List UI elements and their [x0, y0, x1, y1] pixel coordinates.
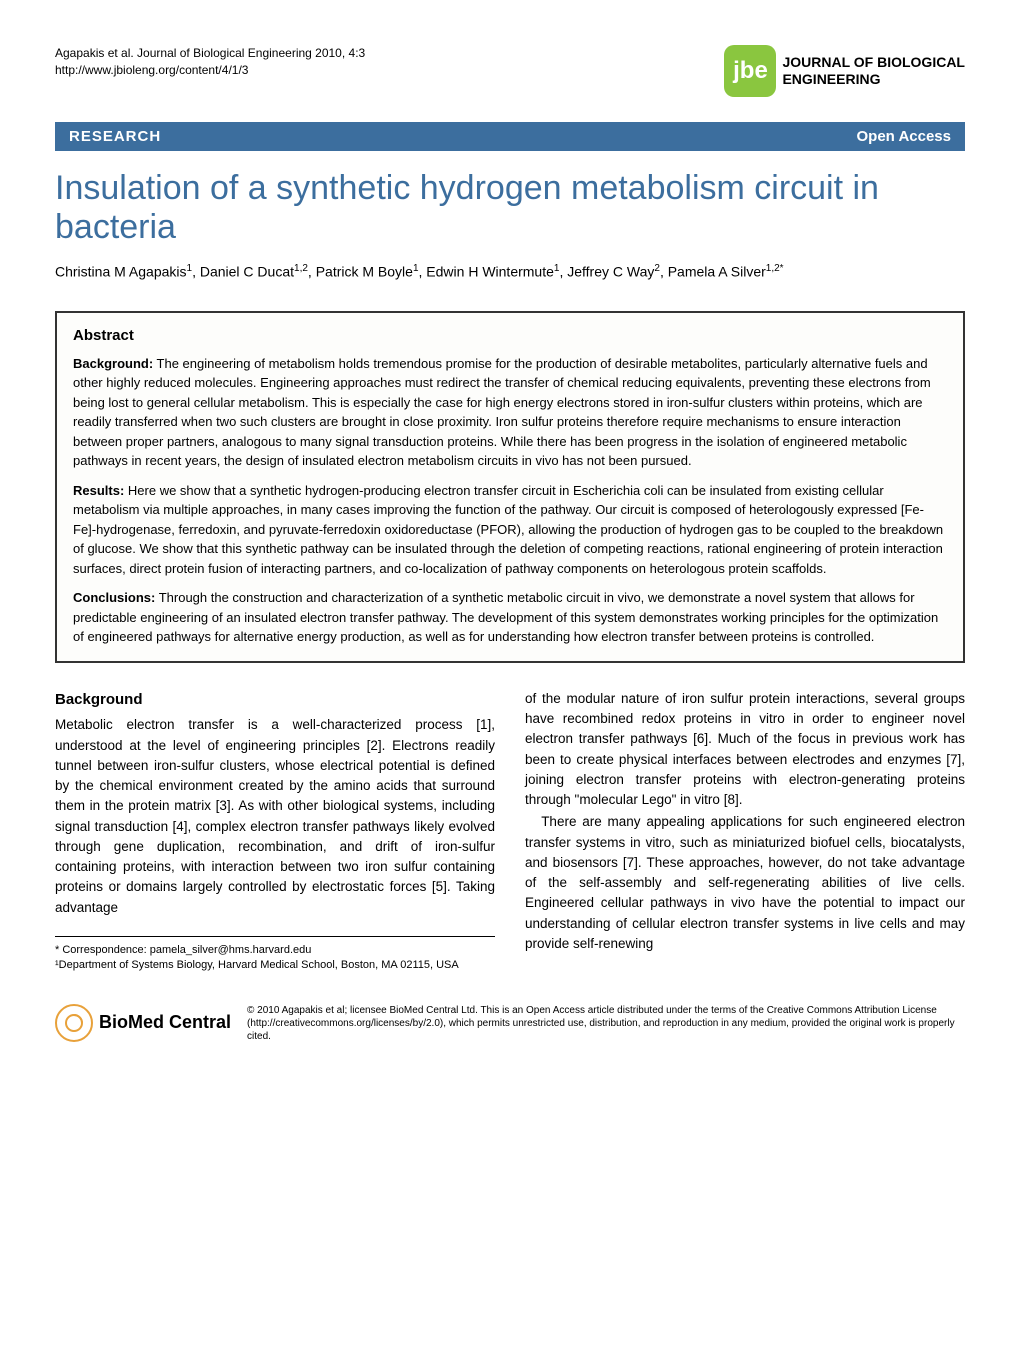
article-title: Insulation of a synthetic hydrogen metab…: [55, 169, 965, 247]
background-para-2: of the modular nature of iron sulfur pro…: [525, 689, 965, 811]
article-type-label: RESEARCH: [69, 128, 161, 145]
abstract-results-text: Here we show that a synthetic hydrogen-p…: [73, 483, 943, 576]
abstract-conclusions-label: Conclusions:: [73, 590, 155, 605]
biomed-central-icon: [55, 1004, 93, 1042]
journal-name-line1: JOURNAL OF BIOLOGICAL: [782, 54, 965, 71]
correspondence-block: * Correspondence: pamela_silver@hms.harv…: [55, 936, 495, 974]
column-right: of the modular nature of iron sulfur pro…: [525, 689, 965, 974]
journal-logo-block: jbe JOURNAL OF BIOLOGICAL ENGINEERING: [724, 45, 965, 97]
open-access-label: Open Access: [857, 128, 952, 145]
abstract-background: Background: The engineering of metabolis…: [73, 354, 947, 471]
abstract-heading: Abstract: [73, 327, 947, 344]
journal-name-line2: ENGINEERING: [782, 71, 965, 88]
abstract-background-text: The engineering of metabolism holds trem…: [73, 356, 931, 469]
biomed-central-logo: BioMed Central: [55, 1004, 231, 1042]
biomed-central-text: BioMed Central: [99, 1012, 231, 1033]
citation-block: Agapakis et al. Journal of Biological En…: [55, 45, 365, 79]
license-text: © 2010 Agapakis et al; licensee BioMed C…: [247, 1004, 965, 1043]
column-left: Background Metabolic electron transfer i…: [55, 689, 495, 974]
author-list: Christina M Agapakis1, Daniel C Ducat1,2…: [55, 261, 965, 283]
background-para-1: Metabolic electron transfer is a well-ch…: [55, 715, 495, 918]
correspondence-affiliation: ¹Department of Systems Biology, Harvard …: [55, 958, 495, 973]
article-type-banner: RESEARCH Open Access: [55, 122, 965, 151]
abstract-conclusions-text: Through the construction and characteriz…: [73, 590, 938, 644]
journal-name: JOURNAL OF BIOLOGICAL ENGINEERING: [782, 54, 965, 88]
background-para-3: There are many appealing applications fo…: [525, 812, 965, 954]
correspondence-email: * Correspondence: pamela_silver@hms.harv…: [55, 943, 495, 958]
abstract-background-label: Background:: [73, 356, 153, 371]
abstract-conclusions: Conclusions: Through the construction an…: [73, 588, 947, 647]
abstract-results: Results: Here we show that a synthetic h…: [73, 481, 947, 579]
abstract-box: Abstract Background: The engineering of …: [55, 311, 965, 663]
page-header: Agapakis et al. Journal of Biological En…: [55, 45, 965, 97]
footer: BioMed Central © 2010 Agapakis et al; li…: [55, 1004, 965, 1043]
jbe-logo-icon: jbe: [724, 45, 776, 97]
citation-line: Agapakis et al. Journal of Biological En…: [55, 45, 365, 62]
citation-url: http://www.jbioleng.org/content/4/1/3: [55, 62, 365, 79]
background-section-heading: Background: [55, 689, 495, 712]
body-columns: Background Metabolic electron transfer i…: [55, 689, 965, 974]
abstract-results-label: Results:: [73, 483, 124, 498]
